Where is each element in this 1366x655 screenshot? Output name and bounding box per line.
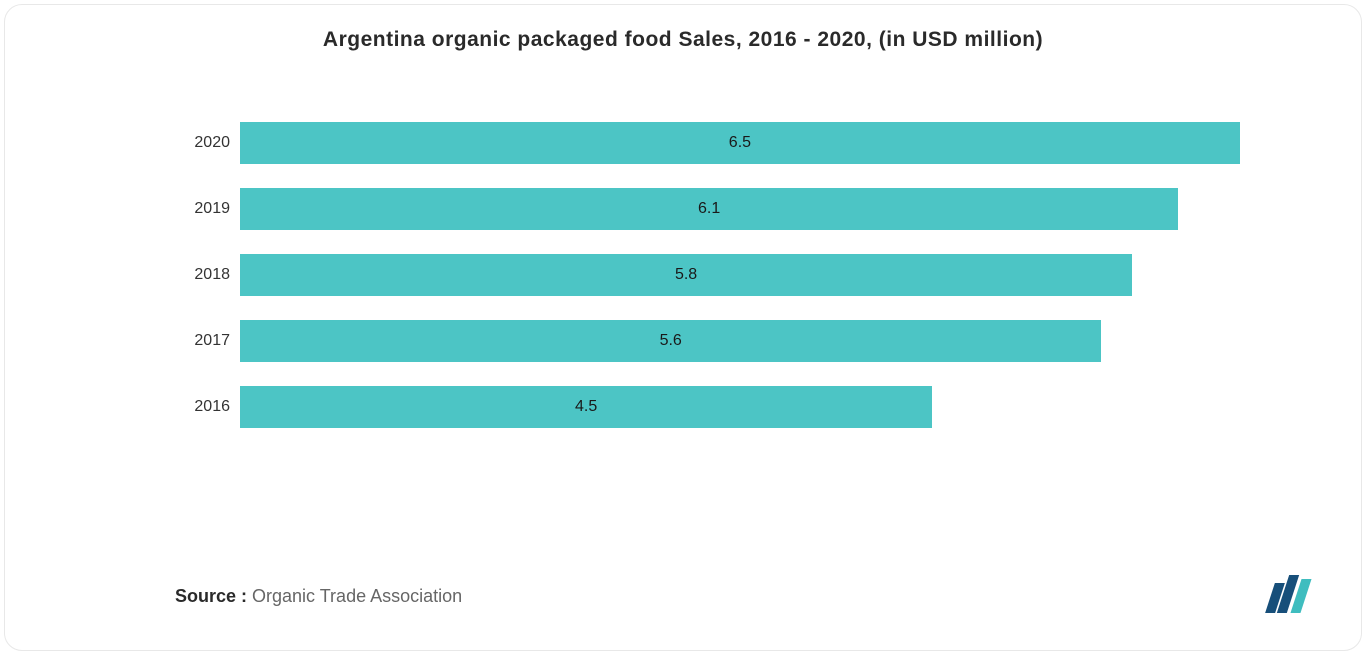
bar-value-label: 4.5 <box>575 398 597 416</box>
chart-container: Argentina organic packaged food Sales, 2… <box>0 0 1366 655</box>
bar-row: 2018 5.8 <box>240 254 1286 296</box>
chart-title: Argentina organic packaged food Sales, 2… <box>40 28 1326 52</box>
bar-wrapper: 6.5 <box>240 122 1286 164</box>
bar-wrapper: 6.1 <box>240 188 1286 230</box>
bar-wrapper: 5.8 <box>240 254 1286 296</box>
bar-2016: 4.5 <box>240 386 932 428</box>
bar-row: 2019 6.1 <box>240 188 1286 230</box>
bar-row: 2020 6.5 <box>240 122 1286 164</box>
source-text: Organic Trade Association <box>247 586 462 606</box>
bar-wrapper: 5.6 <box>240 320 1286 362</box>
logo-icon <box>1270 575 1306 613</box>
bar-row: 2017 5.6 <box>240 320 1286 362</box>
category-label: 2017 <box>180 332 230 350</box>
bar-2019: 6.1 <box>240 188 1178 230</box>
category-label: 2018 <box>180 266 230 284</box>
bar-2020: 6.5 <box>240 122 1240 164</box>
brand-logo <box>1270 575 1306 613</box>
bar-wrapper: 4.5 <box>240 386 1286 428</box>
bar-value-label: 6.1 <box>698 200 720 218</box>
source-attribution: Source : Organic Trade Association <box>175 586 462 607</box>
category-label: 2020 <box>180 134 230 152</box>
bars-area: 2020 6.5 2019 6.1 2018 5.8 <box>240 122 1286 428</box>
category-label: 2016 <box>180 398 230 416</box>
bar-value-label: 6.5 <box>729 134 751 152</box>
bar-row: 2016 4.5 <box>240 386 1286 428</box>
bar-value-label: 5.8 <box>675 266 697 284</box>
source-label: Source : <box>175 586 247 606</box>
bar-value-label: 5.6 <box>660 332 682 350</box>
category-label: 2019 <box>180 200 230 218</box>
bar-2017: 5.6 <box>240 320 1101 362</box>
bar-2018: 5.8 <box>240 254 1132 296</box>
